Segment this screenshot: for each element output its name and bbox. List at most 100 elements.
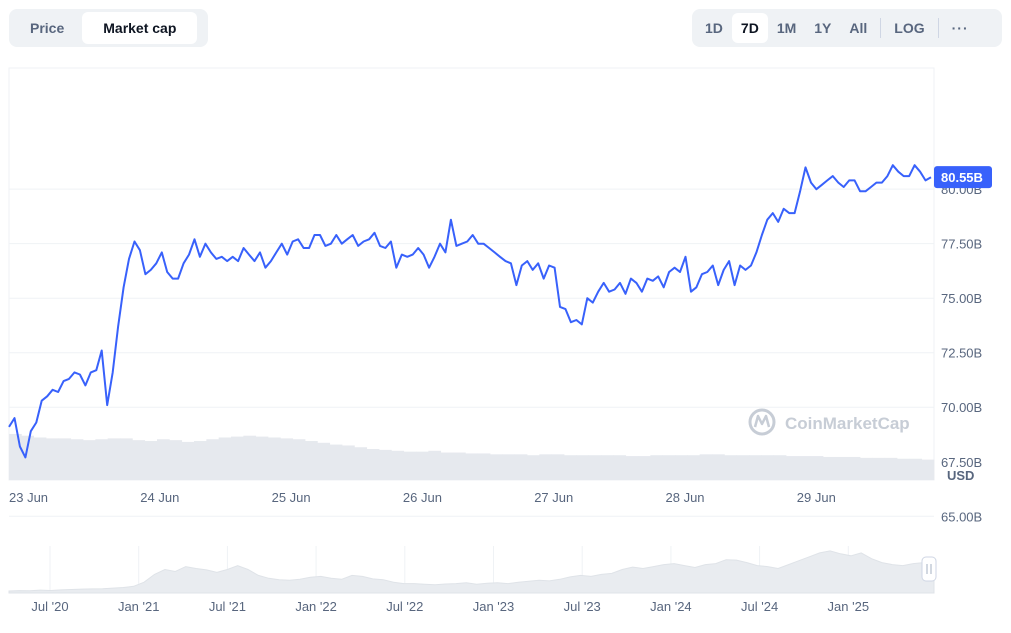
x-tick-label: 25 Jun <box>272 490 311 505</box>
volume-bar <box>206 439 220 480</box>
volume-bar <box>625 456 639 480</box>
watermark: CoinMarketCap <box>748 408 910 436</box>
volume-bar <box>465 453 479 480</box>
volume-bar <box>798 456 812 480</box>
volume-bar <box>564 455 577 480</box>
range-all-button[interactable]: All <box>849 20 868 36</box>
x-tick-label: 24 Jun <box>140 490 179 505</box>
volume-bar <box>601 455 614 480</box>
volume-bar <box>9 433 22 480</box>
navigator-tick-label: Jan '23 <box>473 599 515 614</box>
volume-bar <box>366 449 380 480</box>
x-tick-label: 26 Jun <box>403 490 442 505</box>
volume-bars <box>9 433 935 480</box>
volume-bar <box>194 441 207 480</box>
y-tick-label: 77.50B <box>941 237 982 252</box>
volume-bar <box>872 457 886 480</box>
coinmarketcap-logo-icon <box>748 408 776 436</box>
x-tick-label: 29 Jun <box>797 490 836 505</box>
ellipsis-icon: ··· <box>951 20 969 36</box>
current-value-tag: 80.55B <box>934 166 992 189</box>
value-tag-bg <box>934 166 992 189</box>
volume-bar <box>749 455 762 480</box>
log-scale-button[interactable]: LOG <box>894 20 925 36</box>
volume-bar <box>132 440 146 480</box>
volume-bar <box>897 458 910 480</box>
volume-bar <box>527 455 540 480</box>
volume-bar <box>169 440 183 480</box>
volume-bar <box>305 441 318 480</box>
volume-bar <box>218 437 232 480</box>
navigator-tick-label: Jul '20 <box>31 599 68 614</box>
line-series <box>8 164 932 459</box>
volume-bar <box>342 445 355 480</box>
volume-bar <box>83 440 96 480</box>
market-cap-line <box>8 164 932 459</box>
volume-bar <box>687 455 701 480</box>
volume-bar <box>576 455 590 480</box>
range-1y-button[interactable]: 1Y <box>814 20 832 36</box>
volume-bar <box>292 439 306 480</box>
y-tick-label: 72.50B <box>941 346 982 361</box>
y-tick-label: 75.00B <box>941 291 982 306</box>
value-tag-text: 80.55B <box>941 170 983 185</box>
volume-bar <box>736 455 750 480</box>
volume-bar <box>675 455 688 480</box>
x-tick-label: 28 Jun <box>666 490 705 505</box>
navigator-area <box>8 550 935 594</box>
volume-bar <box>453 452 466 480</box>
volume-bar <box>46 438 59 480</box>
volume-bar <box>268 437 281 480</box>
volume-bar <box>231 436 244 480</box>
range-navigator[interactable]: Jul '20 Jan '21 Jul '21 Jan '22 Jul '22 Jan '… <box>8 546 937 614</box>
navigator-tick-label: Jan '21 <box>118 599 160 614</box>
range-1d-button[interactable]: 1D <box>705 20 723 36</box>
range-7d-button[interactable]: 7D <box>731 13 768 43</box>
volume-bar <box>786 456 799 480</box>
volume-bar <box>921 459 935 480</box>
volume-bar <box>21 435 35 480</box>
volume-bar <box>502 454 516 480</box>
price-marketcap-toggle: Price Market cap <box>9 9 208 47</box>
x-tick-label: 23 Jun <box>9 490 48 505</box>
volume-bar <box>514 454 528 480</box>
volume-bar <box>243 435 257 480</box>
volume-bar <box>70 439 84 480</box>
volume-bar <box>490 454 503 480</box>
volume-bar <box>551 454 565 480</box>
volume-bar <box>157 439 170 480</box>
volume-bar <box>699 454 713 480</box>
volume-bar <box>761 455 775 480</box>
volume-bar <box>773 455 787 480</box>
range-1m-button[interactable]: 1M <box>776 20 797 36</box>
volume-bar <box>835 456 849 480</box>
watermark-text: CoinMarketCap <box>785 414 910 433</box>
volume-bar <box>428 450 442 480</box>
price-tab[interactable]: Price <box>30 20 65 36</box>
navigator-tick-label: Jul '23 <box>564 599 601 614</box>
volume-bar <box>95 439 109 480</box>
volume-bar <box>909 458 923 480</box>
range-divider <box>937 18 939 38</box>
volume-bar <box>588 455 602 480</box>
volume-bar <box>477 453 491 480</box>
volume-bar <box>416 451 429 480</box>
navigator-tick-label: Jul '24 <box>741 599 778 614</box>
navigator-tick-label: Jul '22 <box>386 599 423 614</box>
volume-bar <box>613 455 627 480</box>
x-tick-label: 27 Jun <box>534 490 573 505</box>
volume-bar <box>847 456 861 480</box>
navigator-handle[interactable] <box>921 556 937 582</box>
volume-bar <box>860 457 873 480</box>
volume-bar <box>181 441 195 480</box>
volume-bar <box>539 454 553 480</box>
volume-bar <box>144 441 158 480</box>
volume-bar <box>712 454 725 480</box>
volume-bar <box>391 450 405 480</box>
more-options-button[interactable]: ··· <box>943 13 978 43</box>
volume-bar <box>638 456 651 480</box>
time-range-selector: 1D 7D 1M 1Y All LOG ··· <box>692 9 1002 47</box>
market-cap-tab[interactable]: Market cap <box>82 12 198 44</box>
volume-bar <box>884 457 898 480</box>
